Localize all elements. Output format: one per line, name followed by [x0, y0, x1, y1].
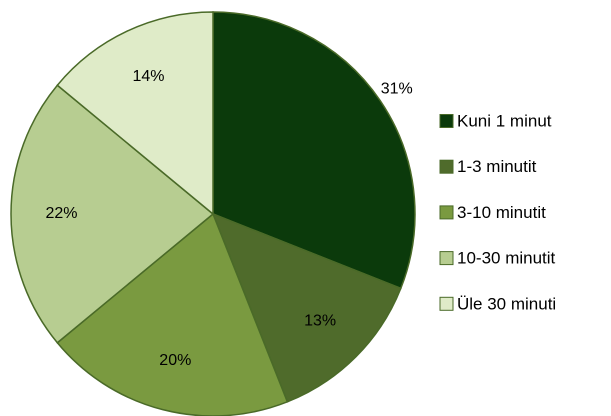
legend-label: Üle 30 minuti — [457, 294, 556, 313]
legend-swatch — [439, 114, 454, 128]
data-label: 20% — [159, 352, 191, 369]
data-label: 22% — [45, 205, 77, 222]
pie-slice — [212, 11, 416, 290]
data-label: 31% — [381, 80, 413, 97]
legend-swatch — [439, 296, 454, 311]
pie-slice — [211, 212, 402, 403]
data-label: 13% — [304, 312, 336, 329]
legend-label: 10-30 minutit — [457, 249, 556, 268]
legend-swatch — [439, 251, 454, 266]
data-label: 14% — [132, 68, 164, 85]
legend-swatch — [439, 159, 454, 174]
legend-label: 1-3 minutit — [457, 157, 537, 176]
pie-slice — [56, 212, 289, 416]
legend-label: Kuni 1 minut — [457, 111, 552, 130]
legend-label: 3-10 minutit — [457, 203, 546, 222]
legend-swatch — [439, 205, 454, 220]
pie-slice — [10, 84, 215, 344]
pie-slice — [56, 11, 214, 216]
